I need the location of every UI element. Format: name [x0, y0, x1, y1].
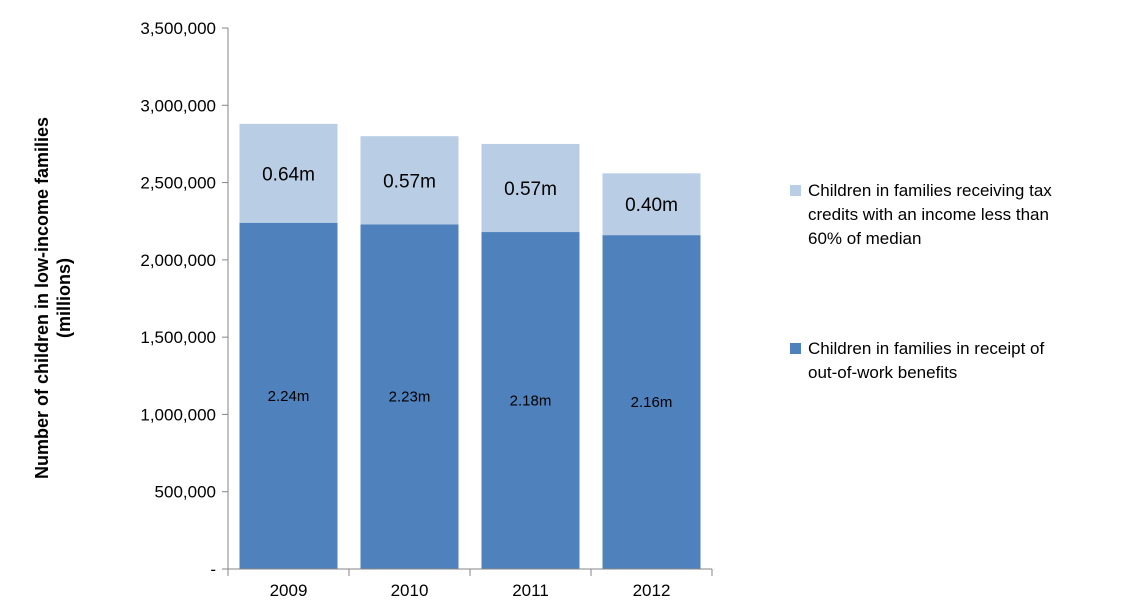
legend-entry: Children in families receiving tax credit… — [808, 181, 1052, 248]
y-tick-label: 2,000,000 — [140, 251, 216, 270]
legend-entry-line: out-of-work benefits — [808, 363, 957, 382]
legend-entry-line: Children in families in receipt of — [808, 339, 1044, 358]
x-tick-label: 2010 — [391, 581, 429, 600]
legend-entry-line: 60% of median — [808, 229, 921, 248]
x-tick-label: 2012 — [633, 581, 671, 600]
y-tick-label: 1,000,000 — [140, 405, 216, 424]
y-axis-label: Number of children in low-income familie… — [32, 117, 74, 479]
legend-swatch — [790, 343, 801, 354]
y-axis-title-line: (millions) — [54, 258, 74, 338]
legend-entry-line: Children in families receiving tax — [808, 181, 1052, 200]
bar-segment-tax-credits-2009 — [239, 123, 338, 223]
bar-segment-tax-credits-2012 — [602, 173, 701, 236]
data-label: 2.23m — [389, 389, 431, 406]
legend-swatch — [790, 185, 801, 196]
bar-segment-tax-credits-2010 — [360, 136, 459, 225]
data-label: 2.16m — [631, 394, 673, 411]
y-tick-label: 3,000,000 — [140, 96, 216, 115]
bar-segment-tax-credits-2011 — [481, 143, 580, 233]
bars: 2.24m 0.64m 2.23m 0.57m 2.18m 0.57m 2.16m 0.40m — [239, 123, 701, 569]
legend: Children in families receiving tax credit… — [790, 181, 1052, 382]
x-axis-ticks: 2009 2010 2011 2012 — [227, 569, 713, 600]
data-label: 0.57m — [383, 171, 436, 192]
y-tick-label: 1,500,000 — [140, 328, 216, 347]
x-tick-label: 2011 — [512, 581, 549, 600]
data-label: 0.64m — [262, 164, 315, 185]
bar-segment-out-of-work-2009 — [239, 222, 338, 569]
bar-segment-out-of-work-2011 — [481, 232, 580, 569]
legend-entry-line: credits with an income less than — [808, 205, 1049, 224]
data-label: 0.57m — [504, 179, 557, 200]
y-axis-title: Number of children in low-income familie… — [32, 117, 74, 479]
y-tick-label: 2,500,000 — [140, 174, 216, 193]
bar-segment-out-of-work-2010 — [360, 224, 459, 569]
legend-entry: Children in families in receipt of out-of… — [808, 339, 1044, 382]
data-label: 0.40m — [625, 195, 678, 216]
x-tick-label: 2009 — [270, 581, 308, 600]
bar-segment-out-of-work-2012 — [602, 235, 701, 569]
data-label: 2.24m — [268, 388, 310, 405]
y-axis-title-line: Number of children in low-income familie… — [32, 117, 52, 479]
y-axis-ticks: - 500,000 1,000,000 1,500,000 2,000,000 2,500… — [140, 19, 228, 579]
y-tick-label: - — [210, 560, 216, 579]
y-tick-label: 3,500,000 — [140, 19, 216, 38]
y-tick-label: 500,000 — [155, 483, 216, 502]
data-label: 2.18m — [510, 393, 552, 410]
